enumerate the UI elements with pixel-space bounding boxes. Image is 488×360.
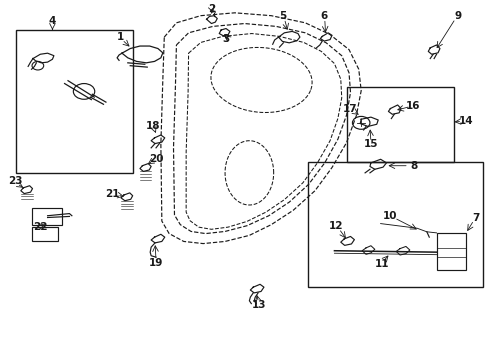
Bar	[307, 162, 482, 287]
Text: 7: 7	[471, 212, 478, 222]
Text: 9: 9	[454, 12, 461, 21]
Bar	[436, 233, 465, 270]
Text: 1: 1	[117, 32, 124, 42]
Text: 14: 14	[458, 116, 472, 126]
Text: 19: 19	[148, 258, 163, 268]
Text: 11: 11	[374, 259, 388, 269]
Text: 18: 18	[145, 121, 160, 131]
Text: 23: 23	[8, 176, 22, 186]
Text: 21: 21	[105, 189, 119, 199]
Text: 4: 4	[49, 16, 56, 26]
Text: 12: 12	[328, 221, 343, 231]
Bar	[31, 227, 58, 241]
Text: 20: 20	[148, 154, 163, 163]
Text: 16: 16	[405, 102, 420, 111]
Text: 2: 2	[207, 4, 215, 14]
Text: 22: 22	[33, 222, 47, 232]
Text: 17: 17	[343, 104, 357, 114]
Bar	[346, 87, 453, 162]
Text: 5: 5	[278, 12, 285, 21]
Text: 8: 8	[410, 161, 417, 171]
Text: 13: 13	[251, 300, 266, 310]
Bar	[16, 30, 132, 173]
Text: 3: 3	[222, 33, 229, 44]
Text: 15: 15	[363, 139, 377, 149]
Text: 10: 10	[382, 211, 397, 221]
Text: 6: 6	[320, 12, 327, 21]
Bar	[31, 207, 61, 225]
